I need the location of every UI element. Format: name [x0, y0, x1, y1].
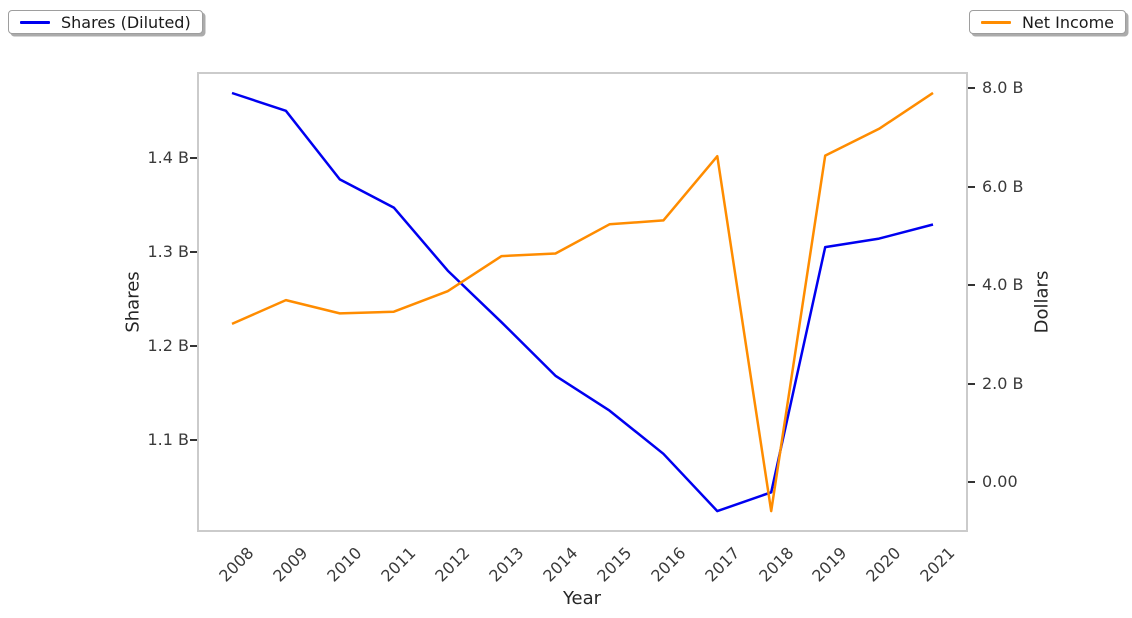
x-tick-label: 2017	[700, 543, 744, 586]
left-y-tickmark	[190, 438, 197, 441]
right-y-tickmark	[968, 382, 975, 385]
y-tick-label: 6.0 B	[982, 176, 1024, 196]
y-tick-label: 8.0 B	[982, 78, 1024, 98]
legend-shares-label: Shares (Diluted)	[61, 12, 191, 32]
x-tick-label: 2010	[323, 543, 366, 586]
right-y-tickmark	[968, 480, 975, 483]
y-tick-label: 1.1 B	[147, 429, 189, 449]
x-axis-title: Year	[562, 588, 602, 609]
shares-line-sample	[20, 20, 50, 24]
right-y-tickmark	[968, 87, 975, 90]
left-y-tickmark	[190, 344, 197, 347]
y-tick-label: 1.3 B	[147, 241, 189, 261]
x-tick-label: 2015	[592, 543, 636, 586]
right-axis-title: Dollars	[1031, 270, 1053, 334]
right-y-tickmark	[968, 185, 975, 188]
legend-net-income: Net Income	[968, 10, 1126, 34]
x-tick-label: 2008	[215, 543, 258, 586]
left-axis-title: Shares	[122, 271, 144, 333]
x-tick-label: 2014	[539, 543, 582, 586]
x-tick-label: 2011	[377, 543, 420, 586]
x-tick-label: 2019	[808, 543, 851, 586]
x-tick-label: 2016	[646, 543, 690, 586]
chart-canvas	[231, 91, 934, 513]
x-tick-label: 2009	[269, 543, 312, 586]
net-income-line	[231, 91, 934, 513]
x-tick-label: 2013	[485, 543, 528, 586]
left-y-tickmark	[190, 156, 197, 159]
net-income-line-sample	[980, 20, 1011, 24]
y-tick-label: 4.0 B	[982, 275, 1024, 295]
x-tick-label: 2020	[862, 543, 905, 586]
x-tick-label: 2012	[431, 543, 474, 586]
legend-shares: Shares (Diluted)	[8, 10, 203, 34]
plot-area	[197, 72, 968, 532]
x-tick-label: 2018	[754, 543, 797, 586]
y-tick-label: 1.4 B	[147, 147, 189, 167]
legend-net-income-label: Net Income	[1021, 12, 1114, 32]
shares-diluted-line	[231, 91, 934, 513]
x-tick-label: 2021	[916, 543, 959, 586]
y-tick-label: 2.0 B	[982, 373, 1024, 393]
y-tick-label: 1.2 B	[147, 335, 189, 355]
right-y-tickmark	[968, 284, 975, 287]
left-y-tickmark	[190, 250, 197, 253]
y-tick-label: 0.00	[982, 471, 1018, 491]
